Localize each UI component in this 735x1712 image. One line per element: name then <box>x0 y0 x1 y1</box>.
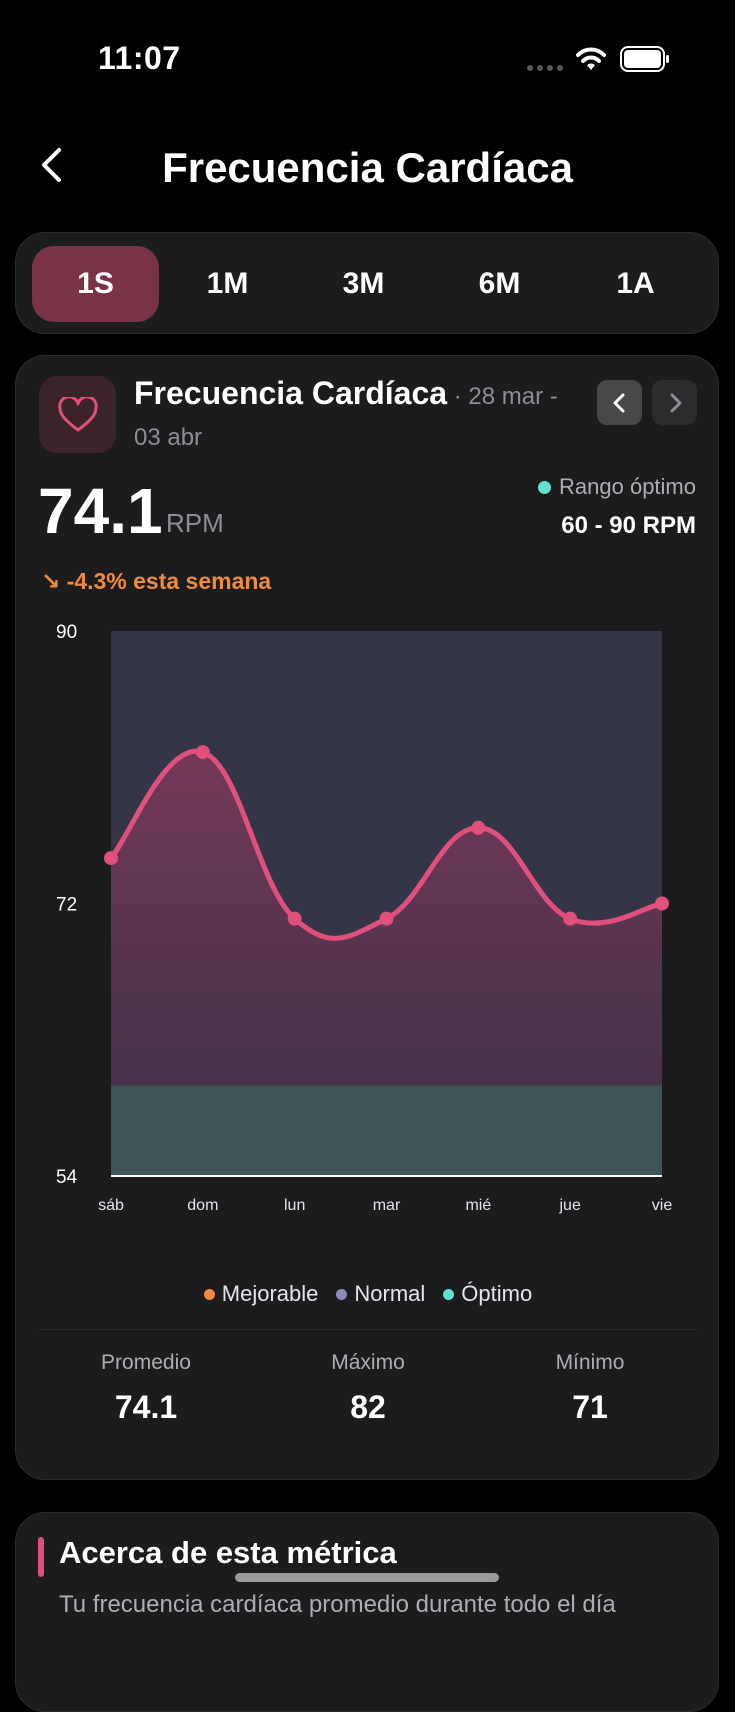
optimal-range-label: Rango óptimo <box>538 474 696 500</box>
heart-rate-card: Frecuencia Cardíaca · 28 mar - 03 abr 74… <box>15 355 719 1480</box>
stat-value: 71 <box>572 1389 608 1425</box>
stat-label: Máximo <box>331 1351 405 1374</box>
date-range: 28 mar - 03 abr <box>134 383 558 451</box>
tab-6m[interactable]: 6M <box>478 267 521 300</box>
stat-maximum: Máximo 82 <box>258 1351 478 1426</box>
about-title: Acerca de esta métrica <box>59 1535 397 1570</box>
status-bar: 11:07 <box>0 0 735 110</box>
data-point-lun[interactable] <box>287 911 302 926</box>
optimal-range-value: 60 - 90 RPM <box>561 512 696 539</box>
stat-minimum: Mínimo 71 <box>480 1351 700 1426</box>
legend-dot-icon <box>443 1288 455 1300</box>
page-title: Frecuencia Cardíaca <box>162 144 573 191</box>
y-tick-label: 90 <box>56 622 77 643</box>
chevron-right-icon <box>670 393 681 412</box>
legend-item-normal: Normal <box>336 1281 425 1307</box>
about-metric-card: Acerca de esta métrica Tu frecuencia car… <box>15 1512 719 1712</box>
optimal-dot-icon <box>538 480 552 494</box>
optimal-range-title: Rango óptimo <box>559 474 696 499</box>
divider <box>38 1329 698 1330</box>
heart-icon <box>57 396 98 431</box>
x-tick-label: jue <box>558 1197 580 1214</box>
chart-legend: Mejorable Normal Óptimo <box>16 1281 720 1307</box>
heart-rate-chart: 90 72 54 sáb dom lun mar mié jue vie <box>56 622 673 1214</box>
data-point-mar[interactable] <box>379 911 394 926</box>
legend-item-mejorable: Mejorable <box>203 1281 319 1307</box>
legend-dot-icon <box>336 1288 348 1300</box>
data-point-jue[interactable] <box>563 911 578 926</box>
tab-1m[interactable]: 1M <box>206 267 249 300</box>
band-óptimo <box>111 1085 662 1176</box>
tab-1s[interactable]: 1S <box>32 246 159 322</box>
wifi-icon <box>576 47 606 70</box>
chevron-left-icon <box>42 148 61 182</box>
data-point-sáb[interactable] <box>104 851 118 866</box>
metric-separator: · <box>447 383 469 410</box>
value-unit: RPM <box>166 508 224 538</box>
about-text: Tu frecuencia cardíaca promedio durante … <box>59 1591 616 1618</box>
legend-item-optimo: Óptimo <box>443 1281 532 1307</box>
weekly-trend: ↘ -4.3% esta semana <box>41 568 272 594</box>
legend-label: Normal <box>354 1281 426 1306</box>
signal-dots-icon <box>527 65 563 71</box>
x-tick-label: lun <box>284 1197 305 1214</box>
home-indicator[interactable] <box>235 1573 499 1582</box>
time-range-tabs: 1S 1M 3M 6M 1A <box>15 232 719 334</box>
metric-header: Frecuencia Cardíaca · 28 mar - 03 abr <box>134 374 574 460</box>
accent-bar <box>38 1537 44 1577</box>
stat-average: Promedio 74.1 <box>36 1351 256 1426</box>
data-point-mié[interactable] <box>471 820 486 835</box>
y-tick-label: 54 <box>56 1167 78 1188</box>
x-tick-label: dom <box>187 1197 218 1214</box>
y-tick-label: 72 <box>56 895 77 916</box>
stat-value: 82 <box>350 1389 386 1425</box>
previous-period-button[interactable] <box>597 380 642 425</box>
header: Frecuencia Cardíaca <box>0 130 735 200</box>
legend-dot-icon <box>203 1288 215 1300</box>
metric-icon-box <box>39 376 116 453</box>
legend-label: Mejorable <box>221 1281 319 1306</box>
stat-label: Promedio <box>101 1351 191 1374</box>
stat-value: 74.1 <box>114 1389 178 1425</box>
tab-1a[interactable]: 1A <box>616 267 655 300</box>
x-tick-label: mié <box>465 1197 491 1214</box>
chevron-left-icon <box>613 393 624 412</box>
tab-3m[interactable]: 3M <box>342 267 385 300</box>
current-value: 74.1 <box>38 475 163 547</box>
metric-name: Frecuencia Cardíaca <box>134 375 448 411</box>
legend-label: Óptimo <box>461 1281 533 1306</box>
next-period-button[interactable] <box>652 380 697 425</box>
back-button[interactable] <box>30 140 80 190</box>
x-tick-label: mar <box>373 1197 401 1214</box>
status-time: 11:07 <box>98 40 181 76</box>
data-point-vie[interactable] <box>655 896 669 911</box>
x-tick-label: vie <box>652 1197 673 1214</box>
data-point-dom[interactable] <box>195 745 210 760</box>
battery-icon <box>620 46 669 72</box>
stat-label: Mínimo <box>555 1351 625 1374</box>
line-area-fill <box>111 751 662 1086</box>
x-tick-label: sáb <box>98 1197 124 1214</box>
